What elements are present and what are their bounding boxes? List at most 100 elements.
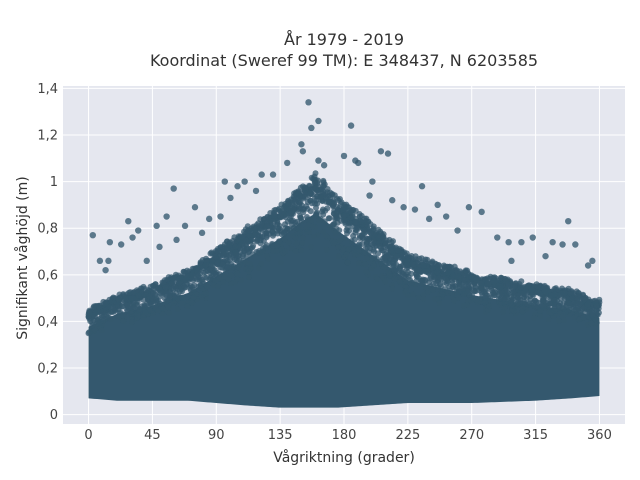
- data-point: [323, 232, 330, 239]
- data-point: [535, 299, 542, 306]
- data-point: [472, 288, 479, 295]
- y-axis-label: Signifikant våghöjd (m): [14, 176, 31, 339]
- data-point: [315, 188, 321, 195]
- y-tick-label: 0,4: [37, 315, 58, 330]
- data-point: [323, 246, 330, 253]
- data-point: [320, 179, 327, 186]
- data-point: [364, 244, 371, 251]
- data-point: [129, 295, 136, 301]
- data-point: [508, 293, 515, 300]
- x-tick-labels: 0 45 90 135 180 225 270 315 360: [84, 428, 611, 443]
- data-point: [257, 237, 264, 244]
- data-point: [551, 307, 558, 314]
- outlier-point: [305, 99, 312, 106]
- data-point: [91, 303, 97, 310]
- data-point: [469, 292, 476, 299]
- data-point: [505, 281, 512, 287]
- data-point: [442, 275, 449, 282]
- data-point: [389, 285, 396, 292]
- data-point: [146, 293, 153, 300]
- data-point: [577, 300, 584, 307]
- data-point: [363, 255, 370, 262]
- y-tick-labels: 0 0,2 0,4 0,6 0,8 1 1,2 1,4: [37, 82, 58, 423]
- data-point: [351, 236, 358, 243]
- data-point: [335, 253, 342, 260]
- data-point: [126, 289, 132, 296]
- outlier-point: [269, 171, 277, 178]
- outlier-point: [143, 257, 150, 265]
- data-point: [221, 273, 228, 280]
- data-point: [373, 255, 380, 262]
- data-point: [339, 246, 346, 253]
- data-point: [98, 327, 105, 334]
- data-point: [137, 306, 143, 313]
- data-point: [238, 240, 245, 247]
- data-point: [305, 221, 312, 228]
- data-point: [325, 199, 332, 206]
- data-point: [120, 312, 126, 319]
- outlier-point: [198, 229, 206, 237]
- data-point: [393, 244, 399, 251]
- outlier-point: [153, 222, 160, 230]
- outlier-point: [572, 241, 579, 248]
- data-point: [189, 272, 196, 278]
- data-point: [216, 271, 223, 278]
- outlier-point: [298, 141, 305, 148]
- x-tick-label: 0: [84, 428, 92, 443]
- data-point: [362, 249, 369, 256]
- data-point: [391, 275, 398, 282]
- data-point: [332, 230, 339, 237]
- data-point: [569, 295, 576, 302]
- data-point: [550, 297, 557, 303]
- outlier-point: [340, 152, 348, 160]
- data-point: [363, 238, 370, 245]
- y-tick-label: 0,2: [37, 362, 58, 377]
- data-point: [413, 266, 420, 273]
- data-point: [163, 298, 170, 305]
- outlier-point: [227, 194, 234, 202]
- data-point: [420, 291, 427, 298]
- data-point: [292, 196, 299, 203]
- data-point: [285, 198, 292, 205]
- data-point: [240, 253, 246, 259]
- data-point: [409, 291, 416, 298]
- data-point: [264, 213, 271, 220]
- outlier-point: [173, 236, 180, 244]
- outlier-point: [508, 257, 515, 265]
- data-point: [500, 309, 506, 316]
- data-point: [308, 243, 315, 250]
- outlier-point: [411, 206, 419, 213]
- data-point: [314, 209, 320, 216]
- data-point: [381, 254, 388, 261]
- outlier-point: [299, 148, 307, 155]
- data-point: [251, 232, 258, 238]
- outlier-point: [400, 204, 407, 211]
- data-point: [135, 292, 142, 299]
- data-point: [246, 232, 253, 239]
- data-point: [296, 202, 303, 209]
- data-point: [288, 245, 295, 252]
- outlier-point: [284, 159, 291, 167]
- data-point: [243, 246, 250, 253]
- data-point: [316, 217, 323, 224]
- data-point: [274, 218, 281, 225]
- x-tick-label: 270: [459, 428, 484, 443]
- data-point: [560, 305, 567, 312]
- outlier-point: [135, 227, 142, 234]
- data-point: [271, 212, 278, 219]
- chart-title-line1: År 1979 - 2019: [284, 30, 404, 49]
- data-point: [404, 261, 411, 268]
- data-point: [437, 276, 444, 283]
- outlier-point: [584, 262, 592, 269]
- data-point: [510, 289, 517, 295]
- outlier-point: [347, 122, 355, 129]
- data-point: [247, 265, 254, 272]
- data-point: [355, 260, 362, 267]
- data-point: [326, 215, 333, 222]
- data-point: [255, 265, 262, 271]
- outlier-point: [258, 171, 265, 178]
- data-point: [189, 299, 196, 306]
- data-point: [570, 290, 577, 297]
- data-point: [524, 301, 531, 308]
